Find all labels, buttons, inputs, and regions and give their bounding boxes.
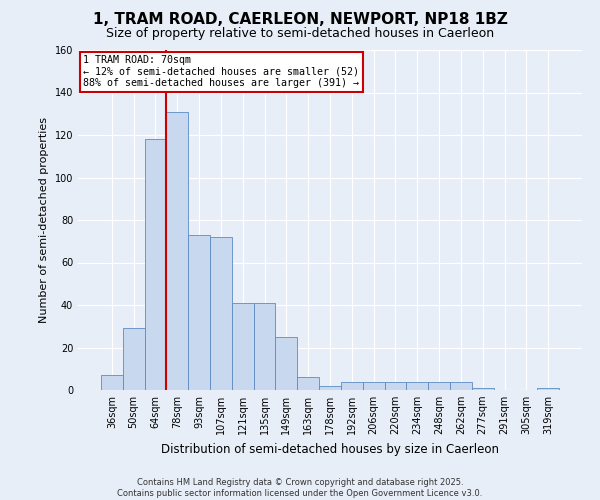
Bar [101,375,123,390]
Bar [166,112,188,390]
Text: 1, TRAM ROAD, CAERLEON, NEWPORT, NP18 1BZ: 1, TRAM ROAD, CAERLEON, NEWPORT, NP18 1B… [92,12,508,28]
X-axis label: Distribution of semi-detached houses by size in Caerleon: Distribution of semi-detached houses by … [161,442,499,456]
Bar [188,235,210,390]
Bar [385,382,406,390]
Text: Size of property relative to semi-detached houses in Caerleon: Size of property relative to semi-detach… [106,28,494,40]
Bar [145,139,166,390]
Bar [363,382,385,390]
Bar [428,382,450,390]
Bar [232,303,254,390]
Text: Contains HM Land Registry data © Crown copyright and database right 2025.
Contai: Contains HM Land Registry data © Crown c… [118,478,482,498]
Bar [123,328,145,390]
Bar [254,303,275,390]
Bar [297,377,319,390]
Bar [406,382,428,390]
Bar [472,388,494,390]
Y-axis label: Number of semi-detached properties: Number of semi-detached properties [39,117,49,323]
Bar [319,386,341,390]
Text: 1 TRAM ROAD: 70sqm
← 12% of semi-detached houses are smaller (52)
88% of semi-de: 1 TRAM ROAD: 70sqm ← 12% of semi-detache… [83,55,359,88]
Bar [210,237,232,390]
Bar [275,337,297,390]
Bar [450,382,472,390]
Bar [537,388,559,390]
Bar [341,382,363,390]
